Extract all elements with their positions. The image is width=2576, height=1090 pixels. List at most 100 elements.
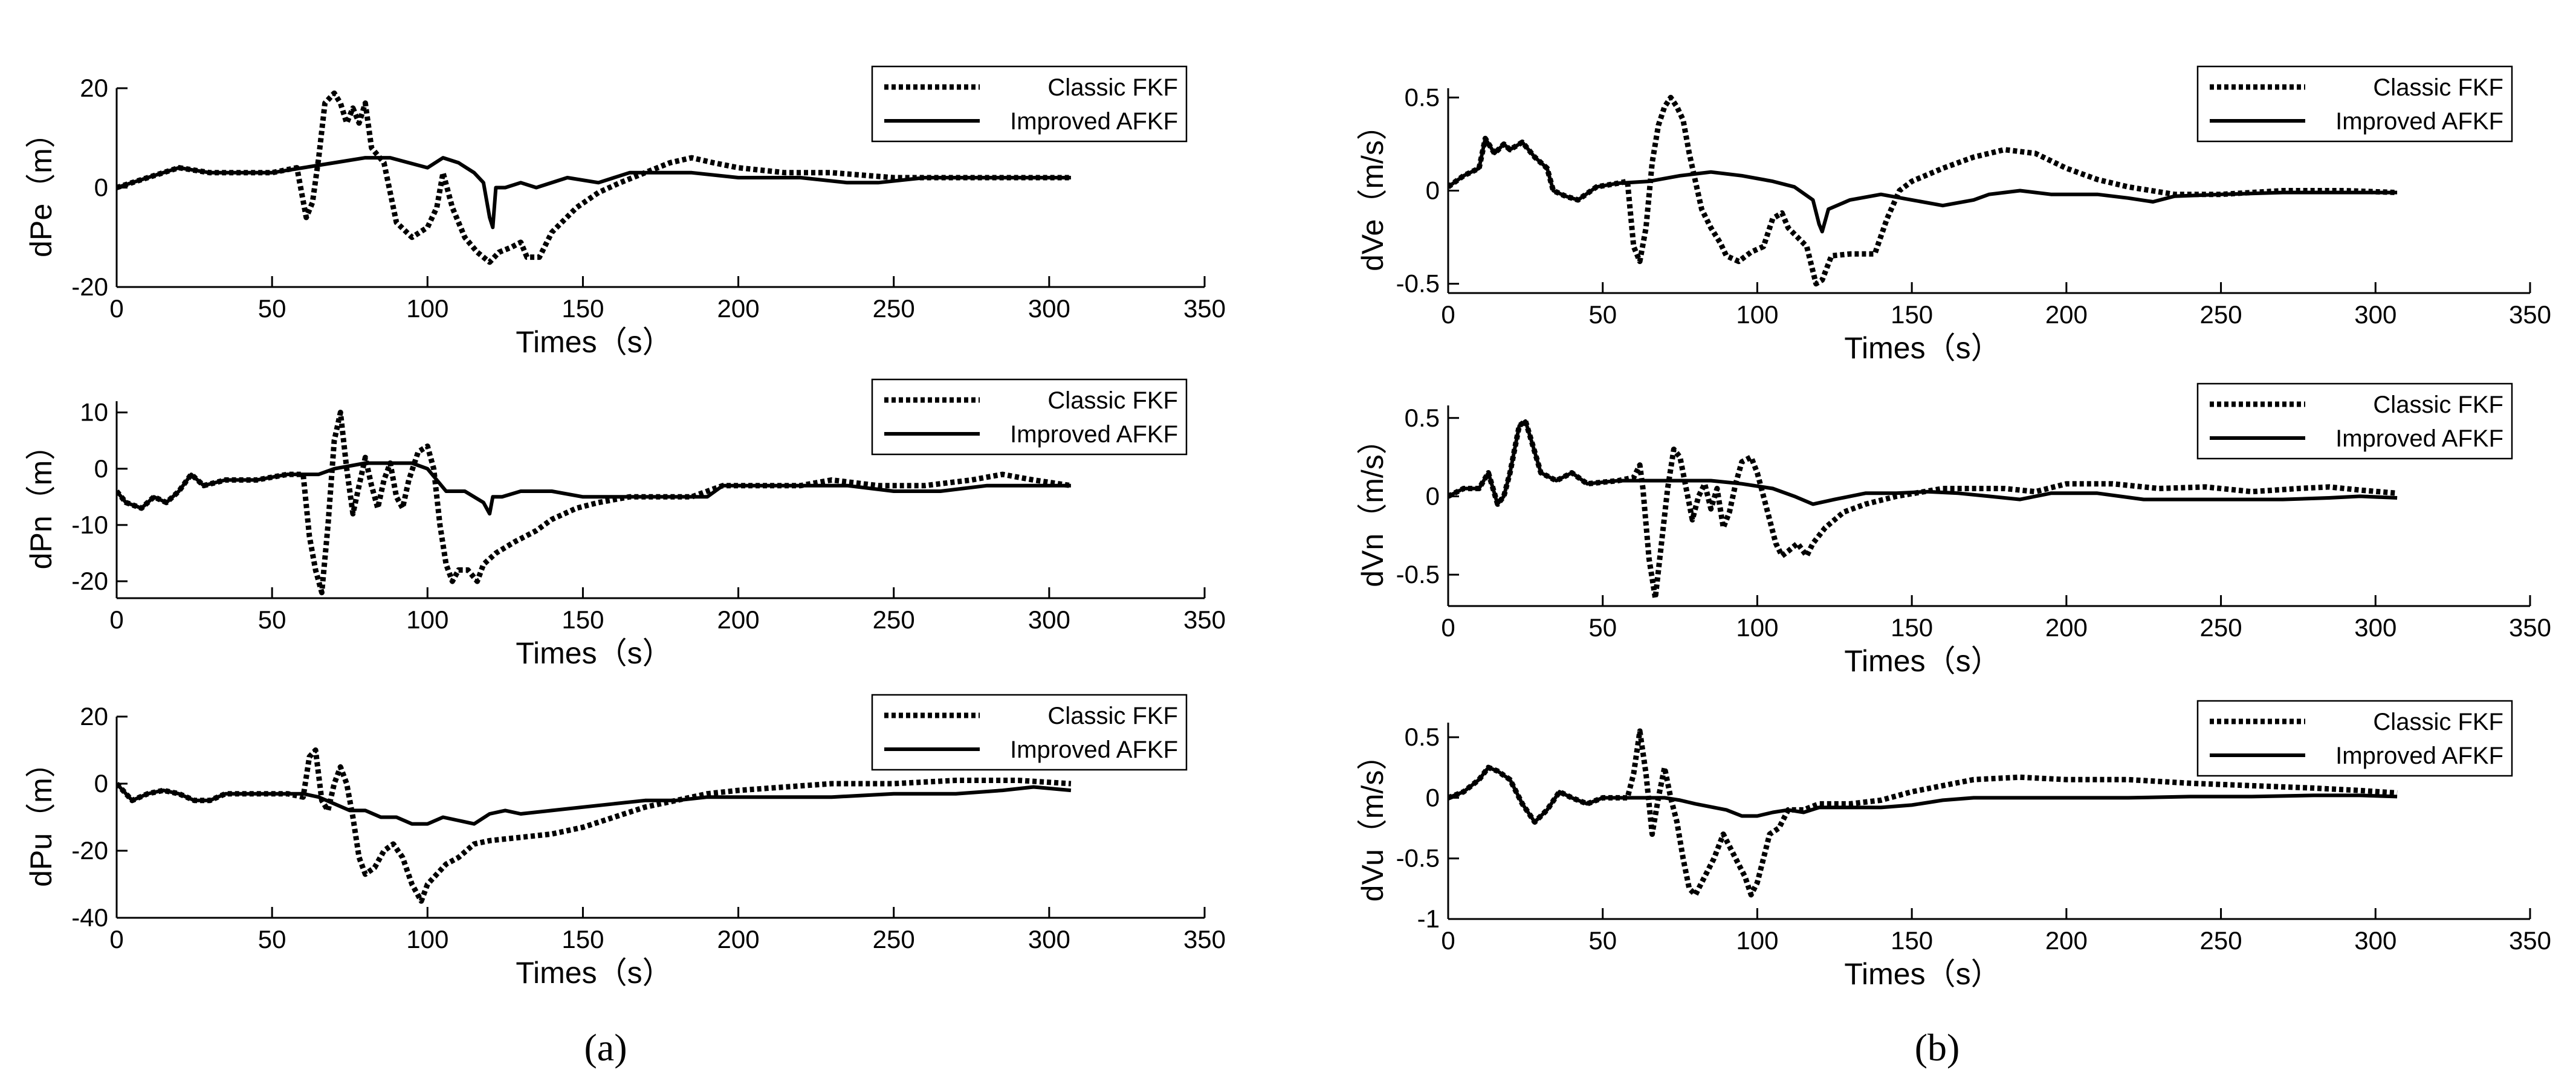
legend: Classic FKF Improved AFKF bbox=[871, 694, 1188, 771]
x-tick-label: 250 bbox=[873, 925, 915, 953]
x-tick-label: 200 bbox=[2045, 300, 2088, 329]
legend-box bbox=[2196, 382, 2513, 460]
x-tick-label: 0 bbox=[1441, 300, 1455, 329]
y-tick-label: -20 bbox=[71, 567, 108, 595]
x-tick-label: 50 bbox=[258, 605, 286, 634]
y-axis-label: dPn（m） bbox=[24, 430, 58, 570]
chart-dvu: 0 50 100 150 200 250 300 350 -1 -0.5 0 0.5 Times（s） d… bbox=[1356, 700, 2551, 991]
legend: Classic FKF Improved AFKF bbox=[2196, 65, 2513, 143]
x-axis-label: Times（s） bbox=[1844, 957, 2001, 991]
x-tick-label: 350 bbox=[2509, 926, 2551, 955]
legend-label: Improved AFKF bbox=[1010, 108, 1178, 135]
legend-box bbox=[871, 378, 1188, 456]
x-tick-label: 150 bbox=[561, 294, 604, 323]
legend-label: Classic FKF bbox=[2373, 74, 2503, 101]
series-classic-fkf-line bbox=[117, 90, 1071, 265]
x-tick-label: 350 bbox=[1183, 925, 1226, 953]
x-tick-label: 300 bbox=[1028, 294, 1070, 323]
x-tick-label: 250 bbox=[2200, 613, 2242, 642]
x-tick-label: 350 bbox=[2509, 613, 2551, 642]
y-tick-label: 0 bbox=[94, 173, 108, 202]
x-tick-label: 250 bbox=[2200, 926, 2242, 955]
x-tick-label: 250 bbox=[873, 294, 915, 323]
series-classic-fkf-line bbox=[117, 410, 1072, 596]
x-tick-label: 250 bbox=[873, 605, 915, 634]
y-tick-label: -40 bbox=[71, 903, 108, 932]
legend-label: Improved AFKF bbox=[1010, 421, 1178, 448]
legend-label: Improved AFKF bbox=[2335, 425, 2503, 452]
y-tick-label: 0 bbox=[94, 454, 108, 483]
x-tick-label: 300 bbox=[1028, 605, 1070, 634]
y-tick-label: -0.5 bbox=[1396, 269, 1440, 298]
y-tick-label: -1 bbox=[1417, 905, 1440, 933]
series-improved-afkf-line bbox=[1448, 137, 2398, 234]
y-tick-label: -20 bbox=[71, 836, 108, 865]
x-tick-label: 50 bbox=[1588, 300, 1617, 329]
x-axis-label: Times（s） bbox=[516, 956, 672, 990]
chart-dpe: 0 50 100 150 200 250 300 350-20020Times（s）dPe（m… bbox=[24, 65, 1226, 359]
legend-label: Classic FKF bbox=[1047, 703, 1178, 729]
x-tick-label: 100 bbox=[1736, 926, 1778, 955]
x-axis-label: Times（s） bbox=[1844, 644, 2001, 678]
y-tick-label: 0 bbox=[94, 769, 108, 798]
series-improved-afkf-line bbox=[117, 782, 1072, 826]
x-tick-label: 350 bbox=[2509, 300, 2551, 329]
panel-b-label: (b) bbox=[1915, 1026, 1960, 1069]
chart-dpu: 0 50 100 150 200 250 300 350 -40 -20 0 20 Times（s） dP… bbox=[24, 694, 1226, 990]
y-tick-label: 10 bbox=[80, 398, 108, 427]
legend-box bbox=[871, 65, 1188, 143]
x-tick-label: 150 bbox=[561, 605, 604, 634]
legend-label: Improved AFKF bbox=[2335, 743, 2503, 769]
chart-dve: 0 50 100 150 200 250 300 350-0.500.5Times（s）dVe… bbox=[1356, 65, 2551, 365]
x-tick-label: 100 bbox=[406, 294, 448, 323]
x-tick-label: 50 bbox=[1588, 613, 1617, 642]
legend-box bbox=[2196, 700, 2513, 777]
y-axis-label: dVn（m/s） bbox=[1356, 424, 1390, 587]
y-tick-label: 0.5 bbox=[1405, 404, 1440, 432]
series-classic-fkf-line bbox=[1448, 418, 2398, 601]
x-tick-label: 300 bbox=[2354, 926, 2396, 955]
series-classic-fkf-line bbox=[117, 747, 1072, 904]
x-tick-label: 350 bbox=[1183, 605, 1226, 634]
y-tick-label: 0 bbox=[1426, 176, 1440, 205]
x-tick-label: 300 bbox=[2354, 613, 2396, 642]
y-axis-label: dVu（m/s） bbox=[1356, 740, 1390, 902]
series-improved-afkf-line bbox=[117, 156, 1071, 230]
y-axis-label: dPu（m） bbox=[24, 747, 58, 887]
x-tick-label: 200 bbox=[717, 925, 760, 953]
legend-label: Classic FKF bbox=[1047, 74, 1178, 101]
x-tick-label: 50 bbox=[1588, 926, 1617, 955]
x-tick-label: 0 bbox=[109, 925, 123, 953]
y-tick-label: 0 bbox=[1426, 783, 1440, 811]
x-tick-label: 300 bbox=[1028, 925, 1070, 953]
legend-box bbox=[2196, 65, 2513, 143]
chart-dpn: 0 50 100 150 200 250 300 350 -20 -10 0 10 Times（s） dP… bbox=[24, 378, 1226, 670]
legend-label: Classic FKF bbox=[2373, 392, 2503, 418]
x-tick-label: 200 bbox=[717, 294, 760, 323]
y-tick-label: -20 bbox=[71, 272, 108, 301]
legend: Classic FKF Improved AFKF bbox=[2196, 382, 2513, 460]
y-tick-label: 20 bbox=[80, 74, 108, 102]
x-tick-label: 200 bbox=[717, 605, 760, 634]
legend-label: Improved AFKF bbox=[2335, 108, 2503, 135]
x-tick-label: 150 bbox=[1891, 613, 1933, 642]
x-axis-label: Times（s） bbox=[516, 636, 672, 670]
y-tick-label: 0.5 bbox=[1405, 723, 1440, 751]
x-tick-label: 100 bbox=[1736, 613, 1778, 642]
x-tick-label: 0 bbox=[1441, 613, 1455, 642]
y-tick-label: 0 bbox=[1426, 482, 1440, 510]
x-tick-label: 150 bbox=[1891, 300, 1933, 329]
y-tick-label: 0.5 bbox=[1405, 83, 1440, 111]
y-tick-label: -10 bbox=[71, 511, 108, 539]
legend: Classic FKF Improved AFKF bbox=[2196, 700, 2513, 777]
y-tick-label: -0.5 bbox=[1396, 560, 1440, 589]
y-axis-label: dVe（m/s） bbox=[1356, 110, 1390, 271]
legend: Classic FKF Improved AFKF bbox=[871, 378, 1188, 456]
x-tick-label: 0 bbox=[109, 294, 123, 323]
y-tick-label: -0.5 bbox=[1396, 844, 1440, 872]
legend-label: Improved AFKF bbox=[1010, 737, 1178, 763]
x-tick-label: 350 bbox=[1183, 294, 1226, 323]
x-axis-label: Times（s） bbox=[1844, 331, 2001, 365]
legend-label: Classic FKF bbox=[2373, 709, 2503, 735]
